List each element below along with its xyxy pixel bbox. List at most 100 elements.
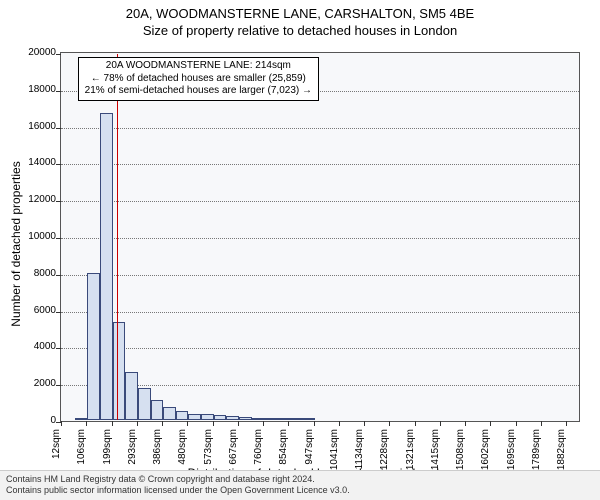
ytick-label: 4000 xyxy=(16,342,56,352)
ytick-label: 8000 xyxy=(16,269,56,279)
gridline xyxy=(61,312,579,313)
ytick-label: 0 xyxy=(16,416,56,426)
ytick-label: 6000 xyxy=(16,306,56,316)
chart-area: 20A WOODMANSTERNE LANE: 214sqm← 78% of d… xyxy=(60,52,580,422)
xtick-label: 480sqm xyxy=(178,429,188,465)
histogram-bar xyxy=(214,415,227,420)
histogram-bar xyxy=(138,388,151,420)
ytick-mark xyxy=(56,348,61,349)
xtick-label: 1602sqm xyxy=(481,429,491,470)
gridline xyxy=(61,164,579,165)
histogram-bar xyxy=(176,411,189,420)
xtick-mark xyxy=(61,421,62,426)
ytick-label: 16000 xyxy=(16,122,56,132)
xtick-label: 573sqm xyxy=(204,429,214,465)
plot-area: 20A WOODMANSTERNE LANE: 214sqm← 78% of d… xyxy=(60,52,580,422)
ytick-mark xyxy=(56,201,61,202)
xtick-mark xyxy=(137,421,138,426)
xtick-mark xyxy=(314,421,315,426)
xtick-mark xyxy=(339,421,340,426)
xtick-label: 1789sqm xyxy=(532,429,542,470)
histogram-bar xyxy=(201,414,214,420)
ytick-label: 2000 xyxy=(16,379,56,389)
xtick-mark xyxy=(162,421,163,426)
xtick-label: 667sqm xyxy=(229,429,239,465)
xtick-label: 1134sqm xyxy=(355,429,365,469)
annotation-box: 20A WOODMANSTERNE LANE: 214sqm← 78% of d… xyxy=(78,57,319,101)
xtick-mark xyxy=(187,421,188,426)
ytick-mark xyxy=(56,128,61,129)
xtick-label: 12sqm xyxy=(52,429,62,459)
footer-line-1: Contains HM Land Registry data © Crown c… xyxy=(6,474,594,486)
ytick-label: 10000 xyxy=(16,232,56,242)
histogram-bar xyxy=(277,418,290,420)
title-line-2: Size of property relative to detached ho… xyxy=(0,23,600,40)
histogram-bar xyxy=(87,273,100,420)
xtick-mark xyxy=(112,421,113,426)
gridline xyxy=(61,128,579,129)
xtick-mark xyxy=(490,421,491,426)
xtick-label: 947sqm xyxy=(305,429,315,465)
ytick-mark xyxy=(56,54,61,55)
ytick-mark xyxy=(56,275,61,276)
histogram-bar xyxy=(125,372,138,420)
ytick-mark xyxy=(56,312,61,313)
xtick-mark xyxy=(213,421,214,426)
histogram-bar xyxy=(113,322,126,420)
xtick-mark xyxy=(465,421,466,426)
annotation-line-1: 20A WOODMANSTERNE LANE: 214sqm xyxy=(85,60,312,73)
histogram-bar xyxy=(239,417,252,420)
xtick-mark xyxy=(566,421,567,426)
histogram-bar xyxy=(163,407,176,420)
xtick-label: 1508sqm xyxy=(456,429,466,470)
xtick-mark xyxy=(288,421,289,426)
xtick-mark xyxy=(415,421,416,426)
chart-container: 20A, WOODMANSTERNE LANE, CARSHALTON, SM5… xyxy=(0,0,600,500)
ytick-mark xyxy=(56,385,61,386)
xtick-label: 386sqm xyxy=(153,429,163,465)
xtick-mark xyxy=(263,421,264,426)
xtick-label: 293sqm xyxy=(128,429,138,465)
histogram-bar xyxy=(100,113,113,420)
footer: Contains HM Land Registry data © Crown c… xyxy=(0,470,600,500)
xtick-label: 199sqm xyxy=(103,429,113,465)
histogram-bar xyxy=(289,418,302,420)
xtick-mark xyxy=(389,421,390,426)
ytick-mark xyxy=(56,238,61,239)
xtick-label: 1041sqm xyxy=(330,429,340,470)
xtick-label: 106sqm xyxy=(77,429,87,465)
annotation-line-3: 21% of semi-detached houses are larger (… xyxy=(85,85,312,98)
xtick-label: 1321sqm xyxy=(406,429,416,470)
ytick-label: 18000 xyxy=(16,85,56,95)
ytick-label: 14000 xyxy=(16,158,56,168)
title-line-1: 20A, WOODMANSTERNE LANE, CARSHALTON, SM5… xyxy=(0,6,600,23)
annotation-line-2: ← 78% of detached houses are smaller (25… xyxy=(85,73,312,86)
xtick-label: 854sqm xyxy=(279,429,289,465)
xtick-label: 1695sqm xyxy=(507,429,517,470)
histogram-bar xyxy=(302,418,315,420)
xtick-mark xyxy=(541,421,542,426)
xtick-label: 1415sqm xyxy=(431,429,441,470)
ytick-mark xyxy=(56,164,61,165)
gridline xyxy=(61,201,579,202)
histogram-bar xyxy=(75,418,88,420)
histogram-bar xyxy=(226,416,239,420)
ytick-label: 12000 xyxy=(16,195,56,205)
title-block: 20A, WOODMANSTERNE LANE, CARSHALTON, SM5… xyxy=(0,0,600,40)
footer-line-2: Contains public sector information licen… xyxy=(6,485,594,497)
xtick-mark xyxy=(238,421,239,426)
gridline xyxy=(61,238,579,239)
histogram-bar xyxy=(252,418,265,420)
marker-line xyxy=(117,54,118,420)
xtick-mark xyxy=(440,421,441,426)
ytick-label: 20000 xyxy=(16,48,56,58)
gridline xyxy=(61,275,579,276)
gridline xyxy=(61,348,579,349)
ytick-mark xyxy=(56,91,61,92)
xtick-mark xyxy=(364,421,365,426)
xtick-label: 1228sqm xyxy=(380,429,390,470)
gridline xyxy=(61,385,579,386)
xtick-mark xyxy=(516,421,517,426)
histogram-bar xyxy=(264,418,277,420)
xtick-mark xyxy=(86,421,87,426)
